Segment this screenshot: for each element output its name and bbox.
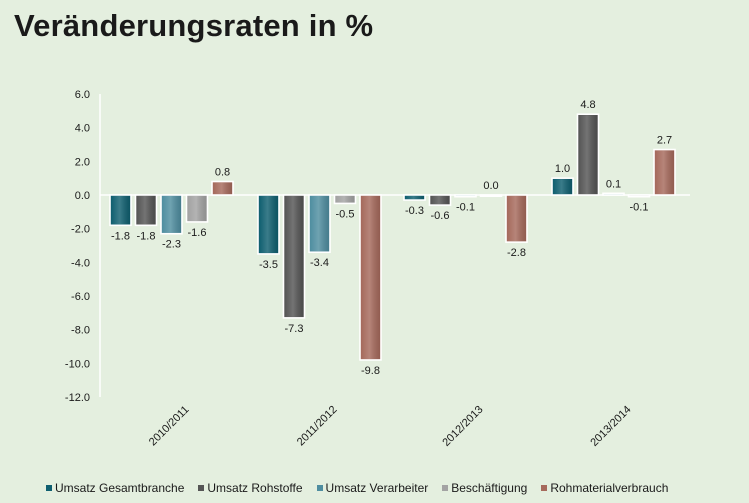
bar: [359, 194, 382, 361]
data-label: -3.5: [259, 259, 278, 271]
legend-item: Beschäftigung: [442, 481, 527, 495]
legend-swatch: [46, 485, 52, 491]
category-label: 2013/2014: [588, 404, 633, 449]
y-tick-label: -12.0: [65, 392, 90, 404]
data-label: -9.8: [361, 365, 380, 377]
bar: [576, 113, 600, 196]
data-label: 4.8: [580, 99, 595, 111]
y-tick-label: 0.0: [75, 190, 90, 202]
bar: [627, 194, 651, 198]
legend-label: Umsatz Gesamtbranche: [55, 481, 185, 495]
legend-label: Umsatz Rohstoffe: [207, 481, 303, 495]
bars: [100, 113, 690, 361]
data-label: 1.0: [555, 163, 570, 175]
bar: [602, 192, 625, 196]
data-label: 0.8: [215, 167, 230, 179]
y-tick-label: -8.0: [71, 325, 90, 337]
category-label: 2011/2012: [295, 404, 340, 449]
legend: Umsatz Gesamtbranche Umsatz Rohstoffe Umsa…: [46, 481, 668, 495]
data-label: 2.7: [657, 135, 672, 147]
bar: [160, 194, 183, 235]
data-label: -0.1: [630, 202, 649, 214]
bar: [257, 194, 280, 255]
data-label: -1.8: [111, 230, 130, 242]
y-tick-label: -10.0: [65, 358, 90, 370]
data-label: -1.6: [188, 227, 207, 239]
bar: [282, 194, 306, 319]
data-label: -1.8: [137, 230, 156, 242]
bar: [109, 194, 132, 227]
data-label: 0.1: [606, 178, 621, 190]
data-label: -3.4: [310, 257, 329, 269]
y-axis: 6.0 4.0 2.0 0.0 -2.0 -4.0 -6.0 -8.0 -10.0 -12.0: [65, 89, 101, 404]
bar: [134, 194, 158, 227]
y-tick-label: 6.0: [75, 89, 90, 101]
legend-item: Rohmaterialverbrauch: [541, 481, 668, 495]
data-label: -0.6: [431, 210, 450, 222]
chart-title: Veränderungsraten in %: [14, 8, 374, 43]
data-label: -0.5: [336, 208, 355, 220]
legend-item: Umsatz Gesamtbranche: [46, 481, 184, 495]
legend-item: Umsatz Rohstoffe: [198, 481, 303, 495]
category-labels: 2010/2011 2011/2012 2012/2013 2013/2014: [147, 404, 634, 449]
bar: [185, 194, 209, 223]
y-tick-label: 2.0: [75, 156, 90, 168]
bar: [505, 194, 528, 243]
y-tick-label: 4.0: [75, 123, 90, 135]
bar: [333, 194, 357, 205]
data-label: -0.3: [405, 205, 424, 217]
y-tick-label: -6.0: [71, 291, 90, 303]
data-label: 0.0: [483, 180, 498, 192]
bar: [211, 180, 234, 196]
legend-item: Umsatz Verarbeiter: [316, 481, 429, 495]
y-tick-label: -2.0: [71, 224, 90, 236]
data-label: -0.1: [456, 202, 475, 214]
data-label: -7.3: [285, 323, 304, 335]
legend-swatch: [198, 485, 205, 491]
bar: [653, 148, 676, 196]
bar: [454, 194, 477, 198]
data-labels: -1.8 -1.8 -2.3 -1.6 0.8 -3.5 -7.3 -3.4 -0.5 -9.8 -…: [111, 99, 672, 377]
category-label: 2010/2011: [147, 404, 192, 449]
legend-swatch: [316, 485, 323, 491]
y-tick-label: -4.0: [71, 257, 90, 269]
data-label: -2.8: [507, 247, 526, 259]
bar: [479, 194, 503, 198]
legend-swatch: [442, 485, 449, 491]
bar: [403, 194, 426, 201]
bar: [308, 194, 331, 254]
bar: [551, 177, 574, 196]
data-label: -2.3: [162, 239, 181, 251]
legend-label: Rohmaterialverbrauch: [550, 481, 669, 495]
legend-swatch: [541, 485, 548, 491]
bar: [428, 194, 452, 206]
legend-label: Umsatz Verarbeiter: [325, 481, 429, 495]
category-label: 2012/2013: [440, 404, 485, 449]
legend-label: Beschäftigung: [451, 481, 528, 495]
